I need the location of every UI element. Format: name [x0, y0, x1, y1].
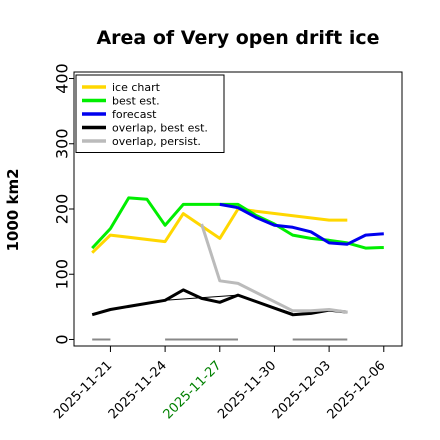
- series-line-overlap-persist: [200, 223, 348, 314]
- y-tick-label-0: 0: [53, 334, 72, 344]
- series-line-forecast: [219, 202, 384, 246]
- legend-label-overlap-best-est: overlap, best est.: [112, 122, 208, 135]
- y-tick-label-300: 300: [53, 128, 72, 159]
- y-tick-label-200: 200: [53, 194, 72, 225]
- series-line-overlap-persist-thin: [237, 282, 293, 312]
- plot-series: [91, 196, 384, 341]
- x-axis-ticks: 2025-11-212025-11-242025-11-272025-11-30…: [51, 346, 389, 422]
- y-tick-label-400: 400: [53, 63, 72, 94]
- x-tick-label-2025-12-06: 2025-12-06: [325, 358, 389, 422]
- series-line-best-est: [91, 196, 384, 250]
- y-axis-label: 1000 km2: [4, 168, 22, 251]
- legend-label-ice-chart: ice chart: [112, 81, 161, 94]
- legend-label-overlap-persist: overlap, persist.: [112, 135, 201, 148]
- y-axis-ticks: 0 100 200 300 400: [53, 63, 74, 345]
- legend-label-forecast: forecast: [112, 108, 157, 121]
- series-line-ice-chart-thin: [91, 234, 166, 254]
- legend-label-best-est: best est.: [112, 95, 160, 108]
- chart-title: Area of Very open drift ice: [96, 27, 379, 49]
- series-line-overlap-thin: [110, 294, 293, 314]
- y-tick-label-100: 100: [53, 259, 72, 290]
